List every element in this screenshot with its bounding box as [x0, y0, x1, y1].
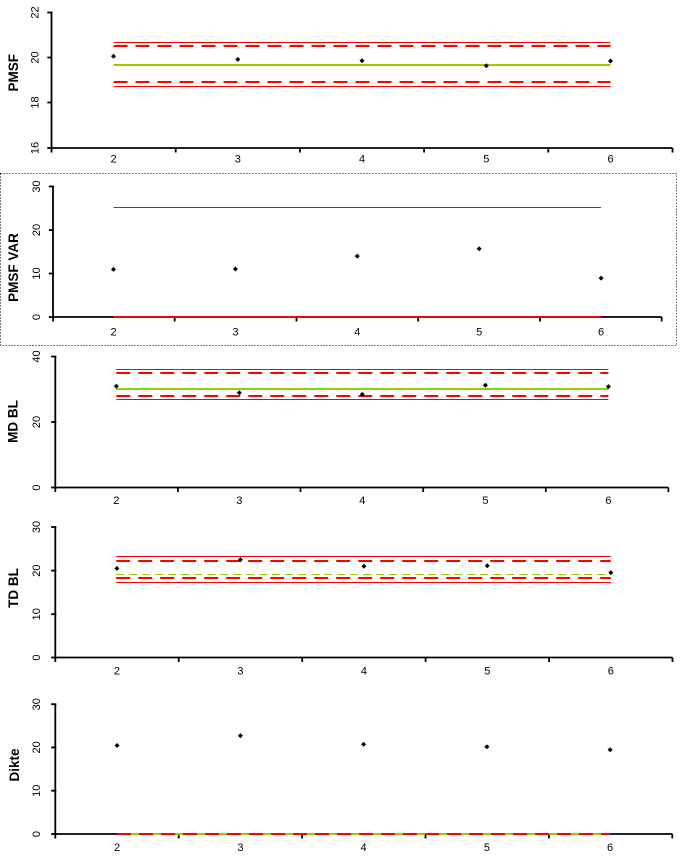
svg-text:6: 6 [607, 842, 613, 854]
svg-text:0: 0 [31, 831, 43, 837]
svg-text:4: 4 [359, 495, 365, 507]
svg-text:3: 3 [236, 495, 242, 507]
svg-text:40: 40 [31, 350, 43, 362]
svg-text:5: 5 [483, 153, 489, 165]
svg-text:20: 20 [31, 224, 43, 236]
svg-text:30: 30 [31, 180, 43, 192]
svg-text:5: 5 [476, 326, 482, 338]
svg-text:4: 4 [354, 326, 360, 338]
svg-text:30: 30 [31, 521, 43, 533]
svg-text:6: 6 [607, 153, 613, 165]
svg-text:20: 20 [31, 416, 43, 428]
svg-text:0: 0 [31, 654, 43, 660]
svg-text:3: 3 [235, 153, 241, 165]
svg-text:2: 2 [110, 153, 116, 165]
svg-text:2: 2 [113, 495, 119, 507]
svg-text:2: 2 [110, 326, 116, 338]
svg-text:10: 10 [31, 267, 43, 279]
svg-text:5: 5 [484, 665, 490, 677]
svg-text:6: 6 [598, 326, 604, 338]
svg-text:PMSF: PMSF [6, 54, 21, 92]
svg-text:2: 2 [114, 665, 120, 677]
svg-text:TD BL: TD BL [6, 568, 21, 608]
svg-text:3: 3 [232, 326, 238, 338]
svg-text:4: 4 [361, 665, 367, 677]
svg-text:6: 6 [608, 665, 614, 677]
svg-text:0: 0 [31, 314, 43, 320]
svg-text:20: 20 [30, 51, 42, 63]
svg-text:2: 2 [114, 842, 120, 854]
svg-text:3: 3 [237, 665, 243, 677]
svg-text:22: 22 [30, 6, 42, 18]
svg-text:20: 20 [31, 741, 43, 753]
svg-text:Dikte: Dikte [7, 748, 22, 782]
svg-text:MD BL: MD BL [6, 400, 21, 443]
svg-text:4: 4 [359, 153, 365, 165]
svg-text:10: 10 [31, 608, 43, 620]
svg-text:PMSF VAR: PMSF VAR [6, 233, 21, 302]
svg-text:6: 6 [605, 495, 611, 507]
svg-text:4: 4 [361, 842, 367, 854]
svg-text:0: 0 [31, 484, 43, 490]
svg-text:20: 20 [31, 564, 43, 576]
svg-text:5: 5 [482, 495, 488, 507]
svg-text:3: 3 [237, 842, 243, 854]
svg-text:16: 16 [30, 142, 42, 154]
svg-text:18: 18 [30, 96, 42, 108]
svg-text:30: 30 [31, 698, 43, 710]
svg-text:10: 10 [31, 785, 43, 797]
svg-text:5: 5 [484, 842, 490, 854]
